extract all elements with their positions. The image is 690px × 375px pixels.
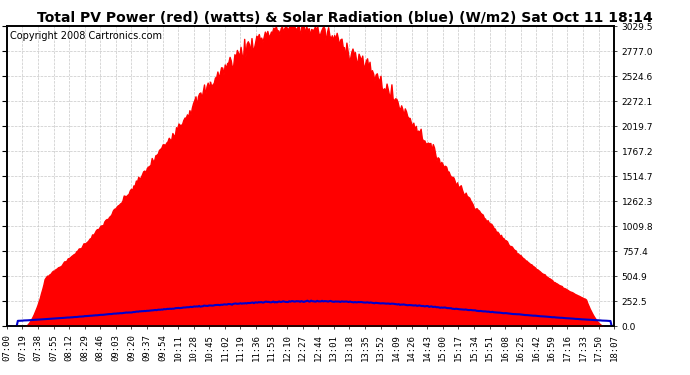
Text: Copyright 2008 Cartronics.com: Copyright 2008 Cartronics.com xyxy=(10,31,162,41)
Text: Total PV Power (red) (watts) & Solar Radiation (blue) (W/m2) Sat Oct 11 18:14: Total PV Power (red) (watts) & Solar Rad… xyxy=(37,11,653,25)
